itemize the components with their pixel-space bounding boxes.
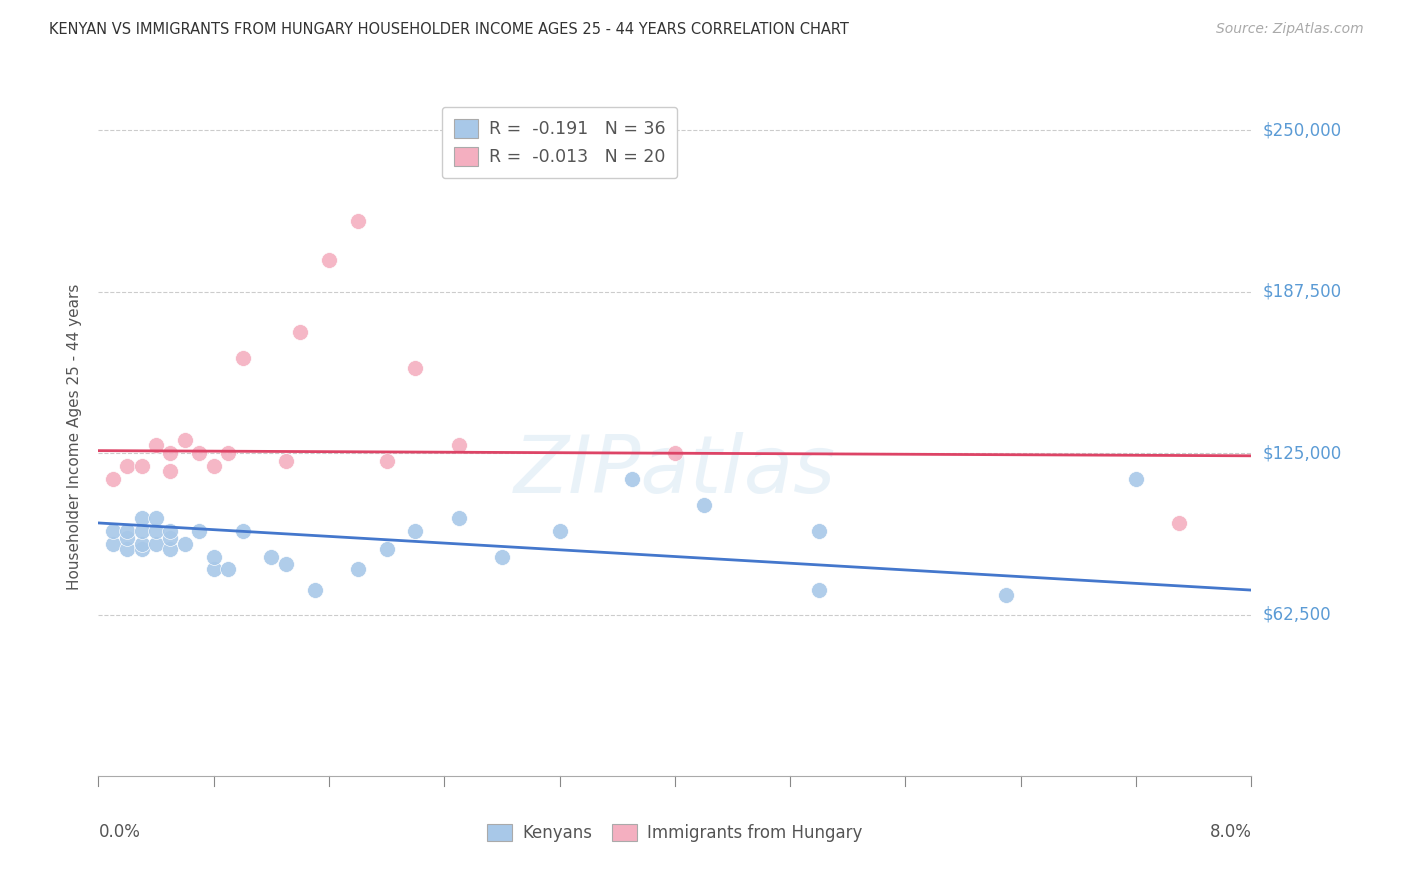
Point [159, 446, 181, 460]
Point [202, 459, 225, 474]
Point [101, 472, 124, 486]
Point [693, 498, 716, 512]
Point [202, 549, 225, 564]
Y-axis label: Householder Income Ages 25 - 44 years: Householder Income Ages 25 - 44 years [67, 284, 83, 591]
Text: 0.0%: 0.0% [98, 823, 141, 841]
Point [117, 541, 138, 556]
Text: 8.0%: 8.0% [1209, 823, 1251, 841]
Point [101, 524, 124, 538]
Point [447, 510, 470, 524]
Text: $62,500: $62,500 [1263, 606, 1331, 624]
Point [174, 536, 197, 550]
Point [131, 510, 153, 524]
Point [447, 438, 470, 452]
Point [159, 532, 181, 546]
Point [491, 549, 513, 564]
Point [1168, 516, 1191, 530]
Point [290, 325, 312, 339]
Point [131, 459, 153, 474]
Text: ZIPatlas: ZIPatlas [513, 432, 837, 510]
Point [145, 438, 167, 452]
Point [131, 536, 153, 550]
Point [217, 446, 239, 460]
Point [346, 214, 368, 228]
Point [188, 446, 211, 460]
Point [145, 510, 167, 524]
Point [231, 524, 254, 538]
Point [145, 524, 167, 538]
Point [664, 446, 686, 460]
Point [274, 454, 297, 468]
Point [318, 252, 340, 267]
Point [117, 532, 138, 546]
Point [159, 464, 181, 478]
Legend: Kenyans, Immigrants from Hungary: Kenyans, Immigrants from Hungary [481, 818, 869, 849]
Point [405, 361, 427, 376]
Text: $250,000: $250,000 [1263, 121, 1341, 139]
Point [304, 583, 326, 598]
Point [159, 541, 181, 556]
Point [405, 524, 427, 538]
Text: Source: ZipAtlas.com: Source: ZipAtlas.com [1216, 22, 1364, 37]
Point [117, 459, 138, 474]
Point [346, 562, 368, 576]
Point [145, 536, 167, 550]
Point [117, 524, 138, 538]
Text: $187,500: $187,500 [1263, 283, 1341, 301]
Point [1125, 472, 1147, 486]
Point [548, 524, 571, 538]
Point [174, 434, 197, 448]
Point [995, 588, 1018, 602]
Point [375, 541, 398, 556]
Point [375, 454, 398, 468]
Point [260, 549, 283, 564]
Point [807, 524, 830, 538]
Point [217, 562, 239, 576]
Point [131, 524, 153, 538]
Text: $125,000: $125,000 [1263, 444, 1341, 462]
Point [131, 541, 153, 556]
Point [807, 583, 830, 598]
Point [101, 536, 124, 550]
Point [202, 562, 225, 576]
Text: KENYAN VS IMMIGRANTS FROM HUNGARY HOUSEHOLDER INCOME AGES 25 - 44 YEARS CORRELAT: KENYAN VS IMMIGRANTS FROM HUNGARY HOUSEH… [49, 22, 849, 37]
Point [231, 351, 254, 365]
Point [620, 472, 643, 486]
Point [188, 524, 211, 538]
Point [274, 558, 297, 572]
Point [159, 524, 181, 538]
